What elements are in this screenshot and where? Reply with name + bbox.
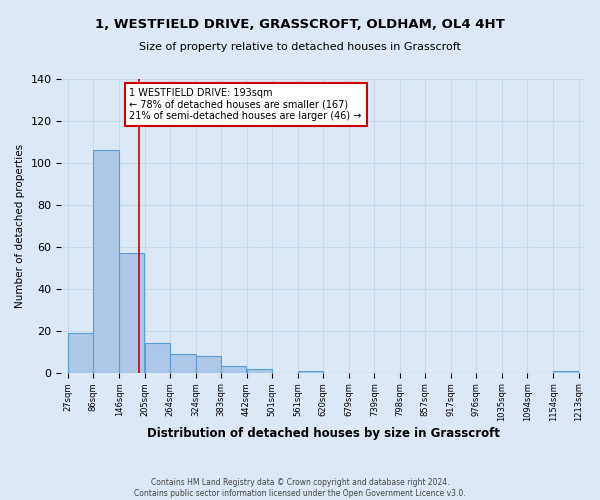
X-axis label: Distribution of detached houses by size in Grasscroft: Distribution of detached houses by size … <box>147 427 500 440</box>
Bar <box>196 356 221 372</box>
Bar <box>247 368 272 372</box>
Text: 1 WESTFIELD DRIVE: 193sqm
← 78% of detached houses are smaller (167)
21% of semi: 1 WESTFIELD DRIVE: 193sqm ← 78% of detac… <box>130 88 362 121</box>
Bar <box>94 150 119 372</box>
Bar <box>145 344 170 372</box>
Bar <box>298 370 323 372</box>
Bar <box>221 366 247 372</box>
Text: 1, WESTFIELD DRIVE, GRASSCROFT, OLDHAM, OL4 4HT: 1, WESTFIELD DRIVE, GRASSCROFT, OLDHAM, … <box>95 18 505 30</box>
Bar <box>68 333 93 372</box>
Bar <box>119 253 145 372</box>
Text: Size of property relative to detached houses in Grasscroft: Size of property relative to detached ho… <box>139 42 461 52</box>
Bar <box>170 354 196 372</box>
Text: Contains HM Land Registry data © Crown copyright and database right 2024.
Contai: Contains HM Land Registry data © Crown c… <box>134 478 466 498</box>
Y-axis label: Number of detached properties: Number of detached properties <box>15 144 25 308</box>
Bar <box>553 370 578 372</box>
